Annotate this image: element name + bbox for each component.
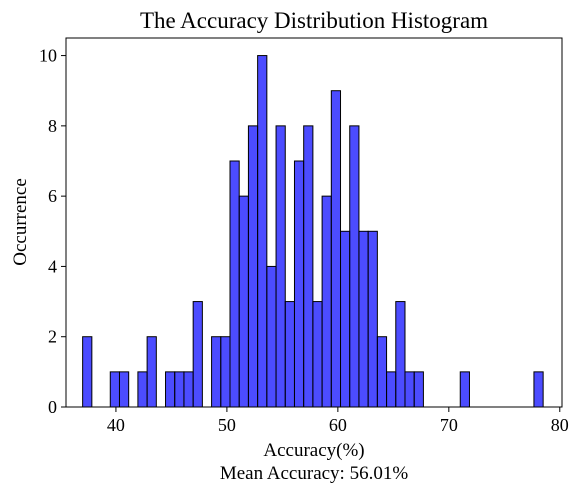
histogram-bar (413, 371, 424, 408)
histogram-bar (174, 371, 185, 408)
histogram-bar (247, 125, 259, 408)
y-axis-ticks: 0 2 4 6 8 10 (39, 46, 66, 417)
bars-group (82, 55, 544, 408)
y-tick-label: 4 (48, 256, 57, 276)
histogram-bar (459, 371, 470, 408)
x-tick-label: 80 (551, 415, 569, 435)
mean-accuracy-note: Mean Accuracy: 56.01% (220, 463, 409, 484)
histogram-bar (395, 301, 406, 408)
histogram-bar (358, 230, 369, 408)
histogram-bar (533, 371, 544, 408)
histogram-bar (275, 125, 286, 408)
histogram-bar (82, 336, 93, 408)
histogram-bar (293, 160, 305, 408)
histogram-bar (266, 265, 277, 408)
histogram-bar (192, 301, 203, 408)
x-tick-label: 50 (218, 415, 236, 435)
y-tick-label: 8 (48, 116, 57, 136)
histogram-bar (109, 371, 120, 408)
histogram-bar (340, 230, 351, 408)
histogram-bar (404, 371, 415, 408)
histogram-bar (137, 371, 148, 408)
histogram-bar (118, 371, 130, 408)
histogram-bar (349, 125, 360, 408)
histogram-bar (238, 195, 249, 408)
histogram-bar (165, 371, 176, 408)
x-axis-label: Accuracy(%) (263, 440, 364, 461)
x-tick-label: 40 (107, 415, 125, 435)
y-tick-label: 10 (39, 46, 57, 66)
histogram-bar (220, 336, 231, 408)
y-tick-label: 6 (48, 186, 57, 206)
histogram-bar (312, 301, 323, 408)
y-tick-label: 0 (48, 397, 57, 417)
histogram-bar (146, 336, 157, 408)
histogram-bar (183, 371, 194, 408)
plot-frame (65, 37, 563, 408)
x-axis-ticks: 40 50 60 70 80 (107, 407, 569, 435)
histogram-bar (284, 301, 295, 408)
histogram-bar (229, 160, 240, 408)
histogram-bar (321, 195, 332, 408)
histogram-bar (376, 336, 388, 408)
histogram-bar (303, 125, 314, 408)
x-tick-label: 70 (440, 415, 458, 435)
histogram-bar (330, 90, 342, 408)
chart-title: The Accuracy Distribution Histogram (140, 8, 488, 33)
x-tick-label: 60 (329, 415, 347, 435)
y-tick-label: 2 (48, 327, 57, 347)
histogram-bar (257, 55, 268, 408)
y-axis-label: Occurrence (10, 178, 31, 266)
histogram-bar (367, 230, 378, 408)
histogram-bar (386, 371, 397, 408)
histogram-bar (211, 336, 222, 408)
